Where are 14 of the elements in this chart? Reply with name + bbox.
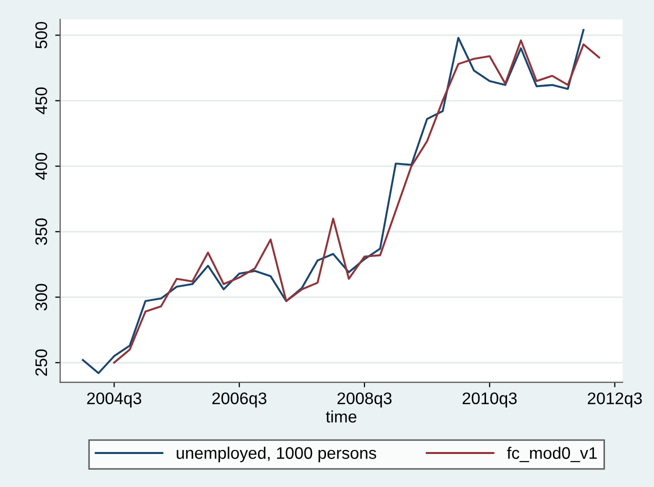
x-tick-label: 2008q3	[338, 392, 392, 408]
x-tick-label: 2010q3	[462, 392, 517, 408]
legend-label: fc_mod0_v1	[506, 446, 597, 462]
y-tick-label: 400	[35, 152, 48, 180]
x-tick-label: 2004q3	[87, 392, 142, 408]
x-tick-label: 2012q3	[588, 392, 642, 408]
legend-label: unemployed, 1000 persons	[176, 446, 376, 462]
y-tick-label: 450	[35, 87, 48, 114]
y-tick-label: 250	[35, 349, 48, 376]
x-tick-label: 2006q3	[212, 392, 266, 408]
y-tick-label: 500	[35, 22, 48, 48]
x-axis-title: time	[326, 410, 356, 423]
y-tick-label: 350	[35, 218, 48, 245]
y-tick-label: 300	[35, 284, 48, 310]
